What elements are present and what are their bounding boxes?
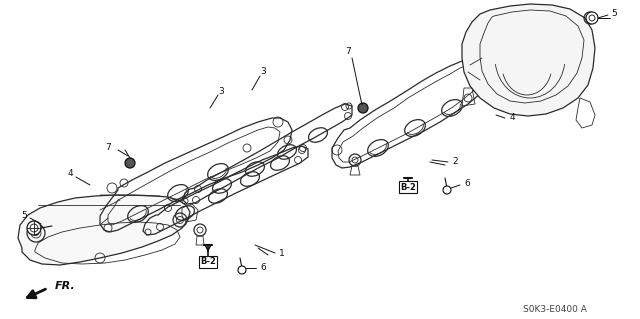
Polygon shape <box>18 195 190 265</box>
Polygon shape <box>462 4 595 116</box>
Text: 6: 6 <box>464 180 470 189</box>
Circle shape <box>443 186 451 194</box>
Text: 2: 2 <box>452 158 458 167</box>
Text: B-2: B-2 <box>200 257 216 266</box>
Circle shape <box>358 103 368 113</box>
Text: S0K3-E0400 A: S0K3-E0400 A <box>523 306 587 315</box>
Text: 4: 4 <box>509 114 515 122</box>
Circle shape <box>586 12 598 24</box>
Circle shape <box>589 17 591 19</box>
Circle shape <box>589 15 595 21</box>
Text: FR.: FR. <box>55 281 76 291</box>
Circle shape <box>238 266 246 274</box>
Text: B-2: B-2 <box>400 182 416 191</box>
Text: 3: 3 <box>260 68 266 77</box>
Text: 7: 7 <box>105 144 111 152</box>
Text: 5: 5 <box>21 211 27 219</box>
Text: 7: 7 <box>345 48 351 56</box>
Circle shape <box>30 224 38 232</box>
Text: 4: 4 <box>67 169 73 179</box>
Text: 5: 5 <box>611 9 617 18</box>
Circle shape <box>27 221 41 235</box>
Text: 1: 1 <box>279 249 285 258</box>
Text: 6: 6 <box>260 263 266 272</box>
Circle shape <box>33 231 38 235</box>
Text: 3: 3 <box>218 86 224 95</box>
Circle shape <box>125 158 135 168</box>
